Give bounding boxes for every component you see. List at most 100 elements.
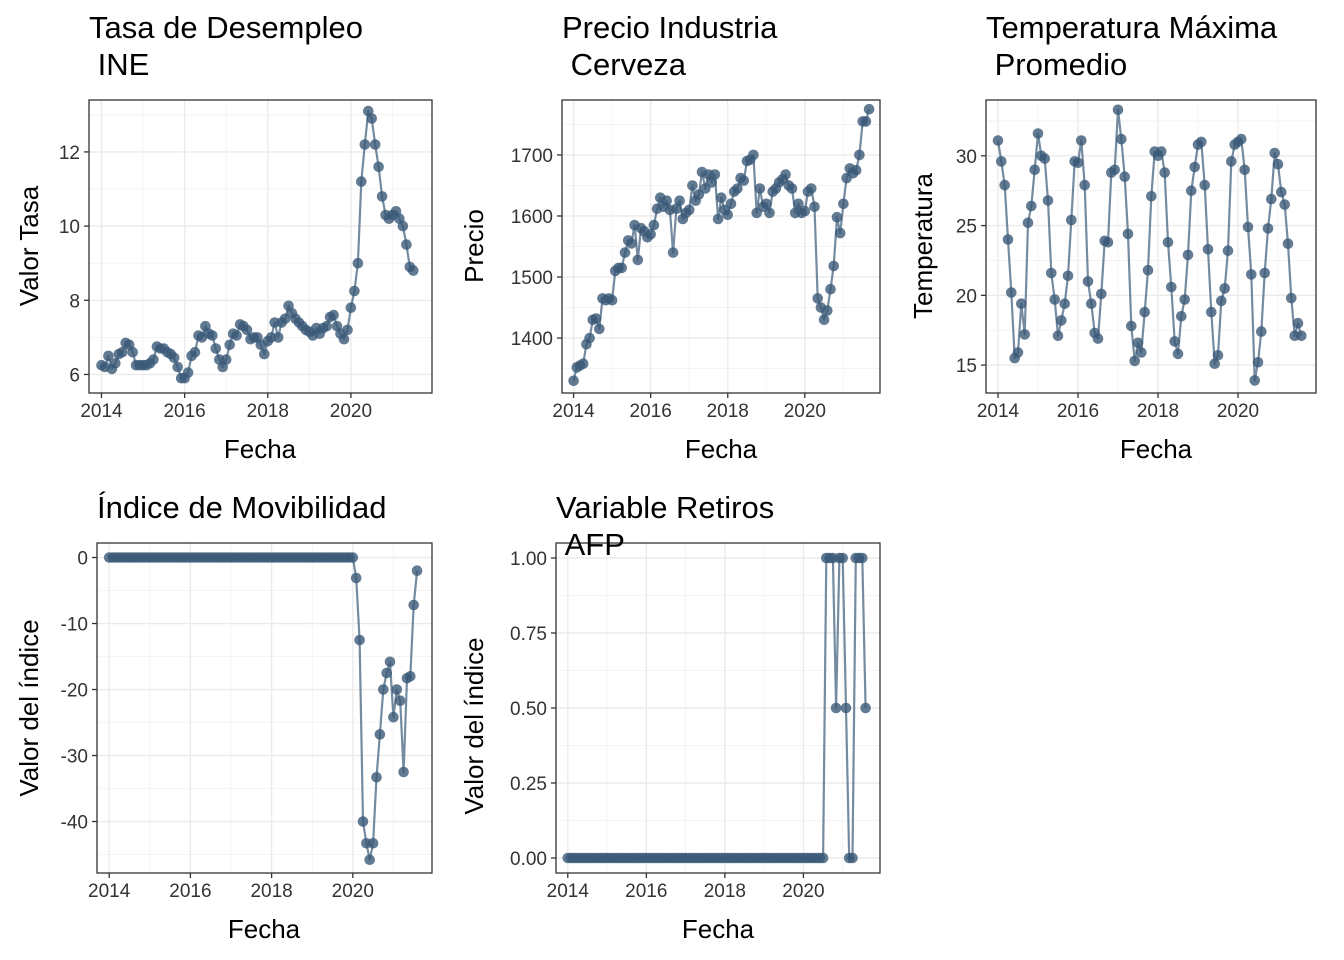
data-point: [328, 309, 339, 321]
data-point: [1216, 295, 1227, 307]
panel-tasa-desempleo: 2014 2016 2018 2020 6 8 10 12 Tasa de Desempleo …: [14, 10, 433, 464]
data-point: [590, 313, 602, 324]
chart-title: Temperatura Máxima Promedio: [986, 10, 1278, 82]
data-point: [738, 175, 750, 186]
data-point: [632, 254, 644, 266]
data-point: [809, 201, 820, 213]
data-point: [1166, 281, 1177, 293]
data-point: [1156, 146, 1167, 157]
data-point: [374, 729, 386, 740]
data-point: [207, 330, 218, 341]
data-point: [1126, 320, 1137, 332]
chart-title: Precio Industria Cerveza: [562, 10, 778, 82]
data-point: [1236, 133, 1247, 145]
data-point: [1179, 294, 1190, 305]
x-tick-label: 2018: [1137, 401, 1179, 422]
data-point: [1102, 237, 1114, 248]
data-point: [754, 183, 766, 194]
data-point: [709, 169, 721, 180]
data-point: [748, 149, 759, 161]
panel-border: [88, 99, 433, 394]
data-point: [401, 239, 412, 250]
data-point: [1109, 164, 1120, 176]
data-point: [148, 354, 159, 365]
data-point: [408, 265, 419, 276]
data-point: [1202, 244, 1214, 255]
data-point: [1159, 167, 1170, 178]
data-point: [716, 192, 727, 203]
data-point: [103, 350, 114, 362]
panel-border: [96, 542, 433, 874]
x-tick-label: 2018: [250, 881, 292, 902]
chart-title-line: INE: [89, 47, 149, 82]
data-point: [408, 599, 420, 611]
data-point: [220, 354, 232, 365]
data-point: [992, 135, 1004, 146]
data-point: [838, 198, 849, 210]
data-point: [837, 552, 848, 564]
data-point: [1212, 350, 1224, 361]
data-point: [376, 191, 388, 202]
data-point: [1029, 164, 1040, 176]
data-point: [117, 346, 128, 358]
data-point: [1112, 104, 1124, 116]
data-point: [1059, 298, 1070, 310]
data-point: [687, 180, 698, 191]
x-tick-label: 2014: [80, 401, 123, 422]
data-point: [342, 324, 353, 336]
data-point: [1242, 221, 1254, 233]
y-tick-label: 0: [77, 549, 88, 570]
y-tick-label: 0.50: [510, 699, 547, 720]
data-point: [1169, 336, 1180, 347]
x-tick-label: 2018: [704, 881, 746, 902]
data-point: [168, 352, 180, 364]
data-point: [381, 667, 393, 679]
data-point: [350, 572, 362, 584]
data-point: [1279, 199, 1290, 210]
data-point: [1262, 223, 1274, 234]
data-point: [110, 358, 121, 369]
data-point: [834, 227, 846, 239]
data-point: [667, 247, 679, 258]
data-point: [394, 695, 406, 706]
data-point: [1122, 228, 1134, 240]
data-point: [616, 262, 627, 274]
data-point: [1162, 237, 1174, 248]
data-point: [1219, 283, 1230, 294]
x-tick-label: 2014: [552, 401, 595, 422]
data-point: [674, 195, 685, 206]
x-axis-label: Fecha: [682, 914, 755, 944]
data-point: [321, 320, 333, 332]
y-axis-label: Valor del índice: [14, 619, 44, 796]
panel-precio-cerveza: 2014 2016 2018 2020 1400 1500 1600 1700 Precio I…: [459, 10, 881, 464]
chart-title-line: Temperatura Máxima: [986, 10, 1278, 45]
data-point: [812, 293, 823, 304]
data-point: [391, 684, 403, 695]
data-point: [1042, 195, 1054, 206]
data-point: [725, 198, 737, 210]
data-point: [345, 302, 357, 314]
data-point: [712, 213, 724, 225]
data-point: [241, 324, 253, 336]
panel-border: [561, 99, 881, 394]
y-tick-label: 1.00: [510, 549, 547, 570]
y-tick-label: 1400: [511, 329, 553, 350]
data-point: [366, 113, 378, 124]
x-tick-label: 2020: [784, 401, 826, 422]
data-point: [1012, 347, 1024, 358]
y-axis-label: Valor Tasa: [14, 185, 44, 306]
data-point: [1239, 164, 1250, 176]
data-point: [847, 852, 858, 864]
series-line: [996, 108, 1303, 382]
x-axis-label: Fecha: [1120, 434, 1193, 464]
data-point: [996, 156, 1007, 167]
y-tick-label: 20: [956, 286, 977, 307]
data-point: [1046, 267, 1057, 279]
data-point: [1132, 337, 1144, 349]
chart-title-line: AFP: [556, 527, 625, 562]
x-axis-label: Fecha: [224, 434, 297, 464]
data-point: [1032, 128, 1044, 139]
data-point: [1259, 267, 1270, 279]
data-point: [1176, 311, 1187, 322]
chart-title: Tasa de Desempleo INE: [89, 10, 363, 82]
